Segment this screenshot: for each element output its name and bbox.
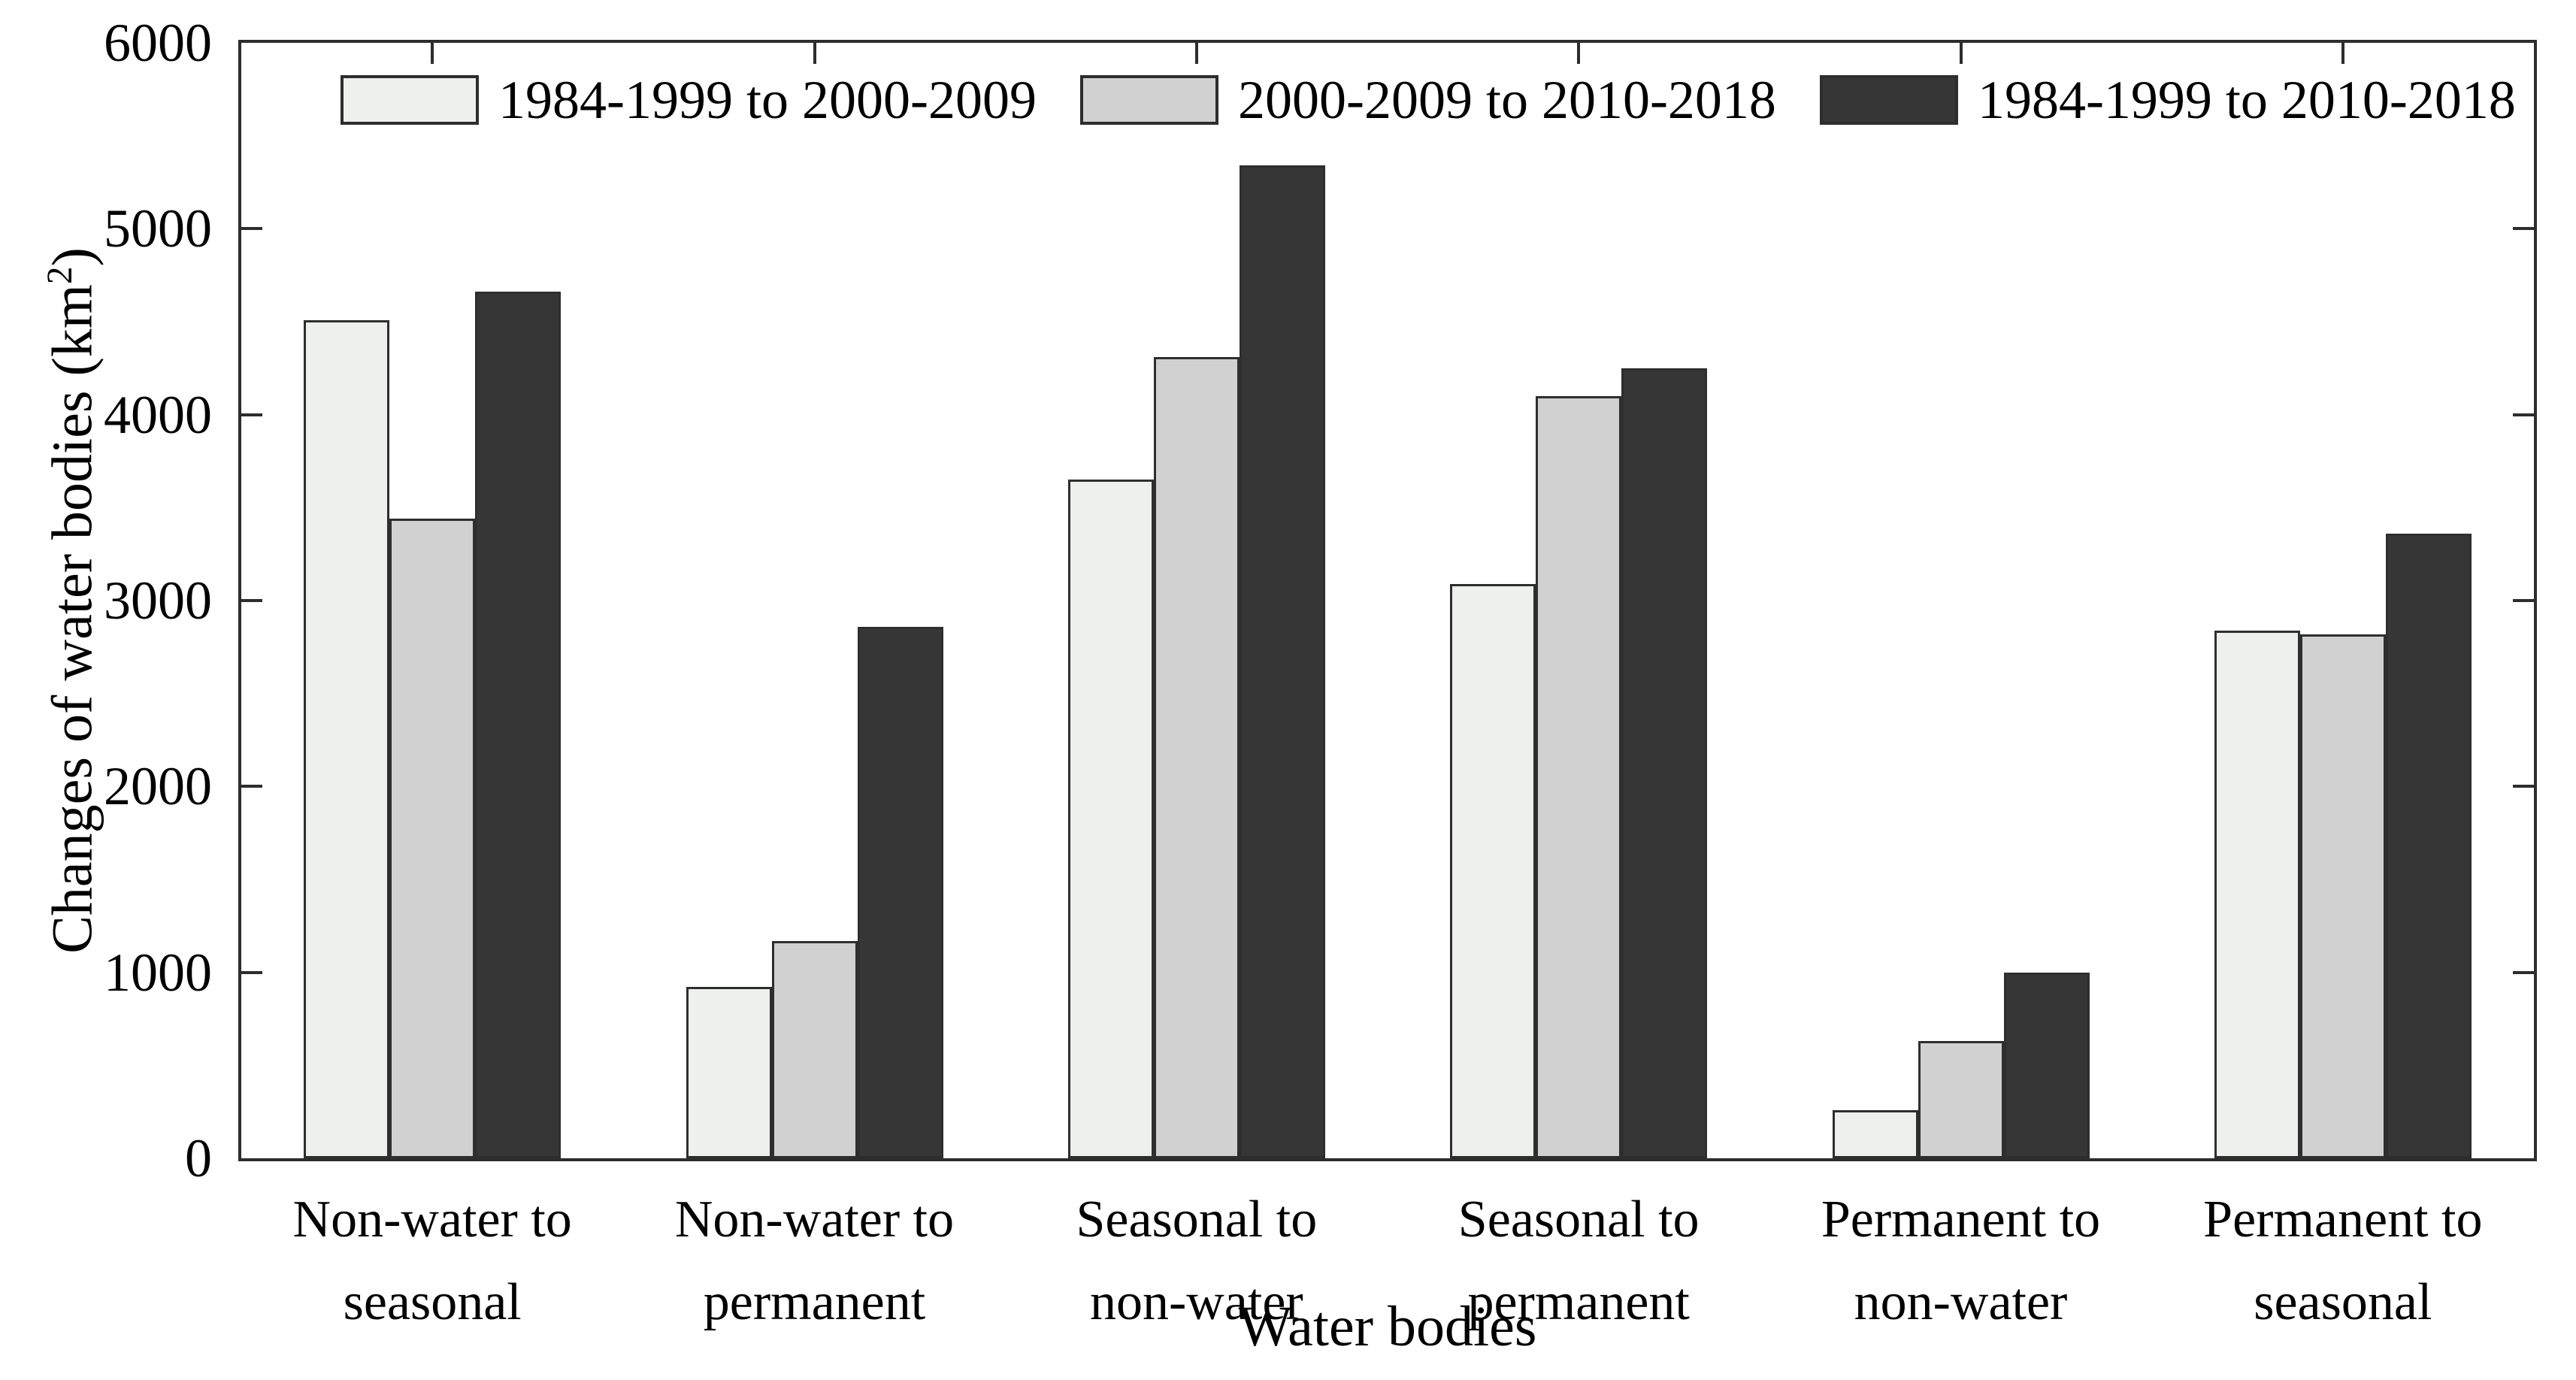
y-axis-title-text: Changes of water bodies (km [41,284,104,954]
y-axis-tick [241,413,262,416]
legend-swatch [1079,75,1218,125]
x-category-label: Non-water to seasonal [222,1179,643,1344]
x-category-label: Permanent to non-water [1751,1179,2172,1344]
bar-s2-c5 [2385,534,2472,1158]
bar-s2-c0 [475,292,562,1158]
legend-label: 1984-1999 to 2010-2018 [1977,70,2516,130]
x-category-label-line: Seasonal to [1458,1191,1700,1248]
legend-item: 1984-1999 to 2010-2018 [1819,70,2516,130]
y-axis-title-close: ) [41,247,104,267]
legend-label: 1984-1999 to 2000-2009 [498,70,1037,130]
x-axis-tick [431,43,434,64]
y-axis-tick [241,970,262,974]
bar-s0-c0 [304,320,390,1158]
plot-area: 1984-1999 to 2000-2009 2000-2009 to 2010-… [238,40,2537,1161]
y-tick-label: 1000 [104,942,212,1003]
x-category-label-line: permanent [703,1273,926,1331]
legend-item: 1984-1999 to 2000-2009 [341,73,1037,127]
x-axis-tick [2341,43,2344,64]
y-axis-tick [241,599,262,602]
x-category-label: Seasonal to permanent [1368,1179,1789,1344]
y-axis-tick [241,785,262,788]
x-category-label-line: non-water [1854,1273,2068,1331]
bar-s2-c4 [2003,973,2090,1158]
y-axis-title-superscript: 2 [41,266,80,285]
y-tick-label: 5000 [104,198,212,259]
y-axis-tick [241,227,262,231]
y-tick-label: 6000 [104,13,212,73]
bar-s1-c5 [2299,634,2386,1158]
bar-s0-c1 [686,987,772,1158]
y-axis-tick [2513,227,2534,231]
x-category-label: Seasonal to non-water [986,1179,1407,1344]
legend-swatch [341,75,479,125]
y-axis-title: Changes of water bodies (km2) [41,247,106,954]
bar-s1-c4 [1918,1041,2004,1158]
x-axis-tick [1959,43,1963,64]
bar-s1-c1 [771,941,858,1158]
bar-s1-c0 [389,519,476,1158]
legend-swatch [1819,75,1958,125]
legend-label: 2000-2009 to 2010-2018 [1237,70,1776,130]
y-axis-tick [2513,413,2534,416]
x-category-label: Non-water to permanent [604,1179,1025,1344]
x-category-label-line: seasonal [343,1273,522,1331]
legend-item: 2000-2009 to 2010-2018 [1079,70,1776,130]
y-axis-tick [2513,785,2534,788]
bar-s0-c4 [1832,1110,1918,1158]
x-category-label-line: Permanent to [1821,1191,2101,1248]
x-axis-tick [1577,43,1581,64]
bar-s2-c3 [1621,368,1708,1158]
x-category-label-line: non-water [1089,1273,1303,1331]
bar-s1-c2 [1153,357,1240,1158]
legend: 1984-1999 to 2000-2009 2000-2009 to 2010-… [341,73,2516,127]
bar-s1-c3 [1536,396,1622,1158]
x-axis-tick [813,43,816,64]
x-category-label-line: seasonal [2254,1273,2432,1331]
bar-s0-c3 [1450,584,1536,1158]
bar-s0-c5 [2214,631,2300,1158]
x-axis-title: Water bodies [1238,1295,1537,1358]
x-category-label-line: permanent [1467,1273,1690,1331]
bar-s2-c2 [1239,165,1325,1158]
x-axis-tick [1194,43,1198,64]
y-axis-tick [2513,599,2534,602]
bar-s2-c1 [857,627,943,1158]
y-tick-label: 4000 [104,384,212,445]
x-category-label-line: Permanent to [2203,1191,2483,1248]
bar-s0-c2 [1067,480,1154,1158]
x-category-label: Permanent to seasonal [2133,1179,2553,1344]
x-category-label-line: Non-water to [674,1191,955,1248]
y-tick-label: 0 [185,1128,212,1188]
y-axis-tick [2513,970,2534,974]
x-category-label-line: Seasonal to [1076,1191,1318,1248]
x-category-label-line: Non-water to [292,1191,572,1248]
y-tick-label: 2000 [104,756,212,817]
y-tick-label: 3000 [104,570,212,631]
